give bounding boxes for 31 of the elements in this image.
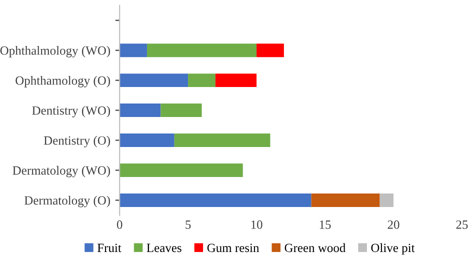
bar [120,74,188,88]
bar [215,74,257,88]
y-tick-label: Ophthalmology (WO) [0,46,110,58]
legend-label: Green wood [284,243,346,252]
x-tick-label: 15 [320,220,331,229]
bar [120,104,161,118]
legend-label: Gum resin [207,244,260,252]
y-tick-label: Dermatology (O) [24,196,110,208]
bar [120,44,147,58]
bar [120,193,312,207]
bar [380,193,394,207]
bar [120,163,243,177]
x-tick-label: 0 [116,220,122,229]
y-tick-label: Dentistry (O) [44,136,110,148]
legend-label: Olive pit [371,243,415,255]
y-tick-label: Ophthamology (O) [16,76,110,88]
bar [146,44,257,58]
bar [120,134,174,148]
x-tick-label: 10 [251,220,262,229]
y-tick-label: Dermatology (WO) [12,166,110,178]
bar [311,193,380,207]
x-tick-label: 5 [186,220,191,229]
legend-label: Fruit [97,244,122,252]
bar [174,134,270,148]
y-tick-label: Dentistry (WO) [32,106,110,118]
x-tick-label: 25 [456,220,468,229]
bar [256,44,284,58]
bar [188,74,216,88]
legend-label: Leaves [146,244,182,252]
x-tick-label: 20 [388,220,400,229]
bar [160,104,202,118]
